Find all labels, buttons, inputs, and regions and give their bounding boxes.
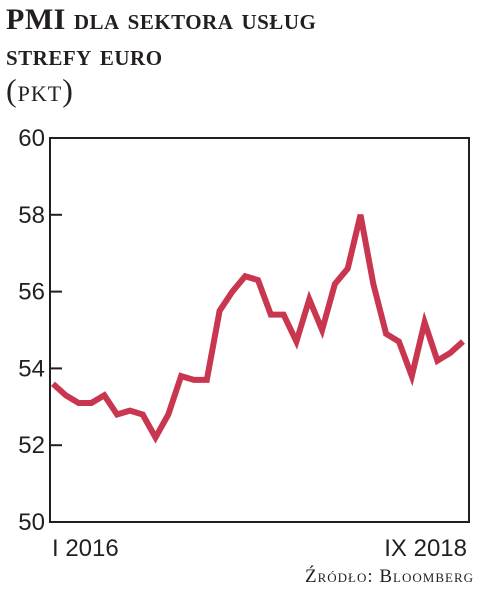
source-note: Źródło: Bloomberg — [304, 566, 474, 587]
y-axis-ticks: 50 52 54 56 58 60 — [18, 125, 62, 536]
chart-title-line-2: strefy euro — [6, 39, 163, 72]
y-tick-label: 54 — [18, 355, 45, 382]
chart-title: PMI dla sektora usług strefy euro — [6, 2, 476, 74]
chart-unit: (pkt) — [6, 72, 74, 108]
y-tick-label: 58 — [18, 202, 45, 229]
y-tick-label: 60 — [18, 125, 45, 152]
y-tick-label: 52 — [18, 432, 45, 459]
plot-frame — [49, 137, 470, 523]
x-tick-label-end: IX 2018 — [384, 535, 467, 562]
x-axis-labels: I 2016 IX 2018 — [52, 535, 467, 562]
chart-title-line-1: PMI dla sektora usług — [6, 3, 317, 36]
series-line — [50, 214, 466, 444]
x-tick-label-start: I 2016 — [52, 535, 119, 562]
y-tick-label: 50 — [18, 509, 45, 536]
y-tick-label: 56 — [18, 279, 45, 306]
